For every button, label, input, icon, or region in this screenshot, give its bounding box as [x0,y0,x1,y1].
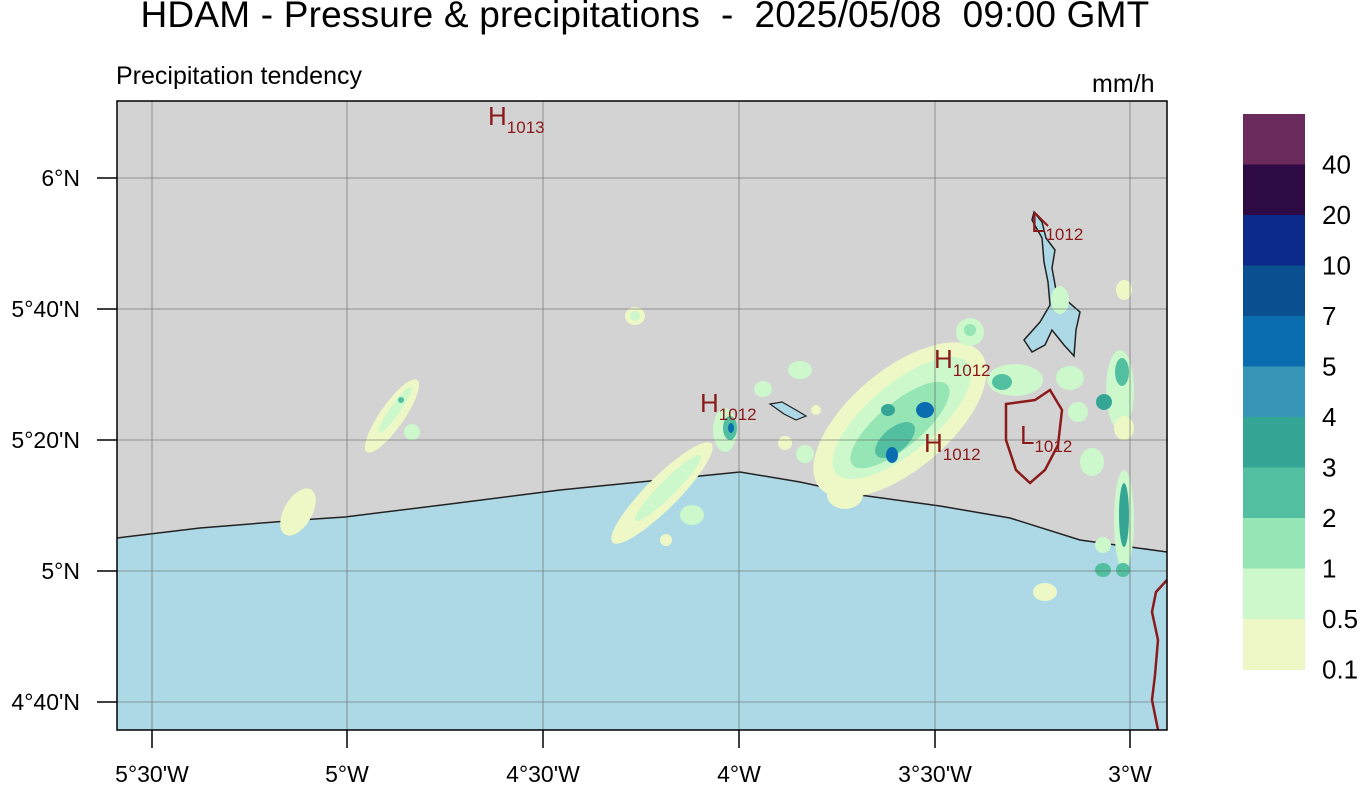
lon-label: 3°W [1108,761,1152,787]
colorbar-label: 1 [1322,554,1336,584]
chart-subtitle: Precipitation tendency [116,62,362,90]
lat-label: 4°40'N [11,689,80,715]
colorbar-swatch [1243,316,1305,367]
lon-label: 5°30'W [115,761,189,787]
isobar-low-2 [1150,579,1167,730]
lon-axis: 5°30'W 5°W 4°30'W 4°W 3°30'W 3°W [115,730,1152,787]
colorbar-swatch [1243,164,1305,216]
isobar-low-3 [1033,211,1049,227]
lon-label: 5°W [325,761,369,787]
lat-label: 6°N [41,165,80,191]
isobar-low-1 [1004,388,1064,485]
colorbar-swatch [1243,467,1305,519]
pressure-center-label: H1012 [924,428,981,464]
colorbar-label: 10 [1322,251,1351,281]
colorbar-swatch [1243,568,1305,620]
colorbar-label: 0.1 [1322,655,1358,685]
graticule [117,101,1167,730]
colorbar-label: 0.5 [1322,604,1358,634]
colorbar-swatch [1243,215,1305,266]
lon-label: 4°W [717,761,761,787]
colorbar-swatch [1243,417,1305,468]
colorbar-label: 4 [1322,402,1336,432]
chart-title: HDAM - Pressure & precipitations - 2025/… [140,0,1150,35]
colorbar-label: 40 [1322,150,1351,180]
map-area [117,101,1167,730]
colorbar-unit: mm/h [1092,70,1155,98]
colorbar-label: 2 [1322,503,1336,533]
colorbar-label: 3 [1322,453,1336,483]
lagoon-islet [768,401,808,421]
colorbar: 40 20 10 7 5 4 3 2 1 0.5 0.1 [1243,114,1358,685]
colorbar-swatch [1243,518,1305,569]
pressure-center-label: L1012 [1020,420,1072,456]
colorbar-swatch [1243,114,1305,165]
sea-area [117,472,1167,730]
pressure-center-label: H1013 [488,101,545,137]
pressure-labels: H1013 H1012 H1012 H1012 L1012 L1012 [488,101,1083,464]
lat-label: 5°N [41,558,80,584]
colorbar-label: 5 [1322,352,1336,382]
lon-label: 3°30'W [898,761,972,787]
lat-label: 5°40'N [11,296,80,322]
lat-label: 5°20'N [11,427,80,453]
lon-label: 4°30'W [506,761,580,787]
lat-axis: 6°N 5°40'N 5°20'N 5°N 4°40'N [11,165,117,715]
colorbar-label: 20 [1322,200,1351,230]
colorbar-label: 7 [1322,301,1336,331]
colorbar-swatch [1243,619,1305,670]
map-frame [116,100,1168,731]
pressure-center-label: H1012 [700,388,757,424]
colorbar-swatch [1243,265,1305,317]
pressure-center-label: L1012 [1031,208,1083,244]
pressure-center-label: H1012 [934,344,991,380]
colorbar-swatch [1243,366,1305,418]
lake [1023,210,1081,358]
precipitation-field [280,280,1134,601]
